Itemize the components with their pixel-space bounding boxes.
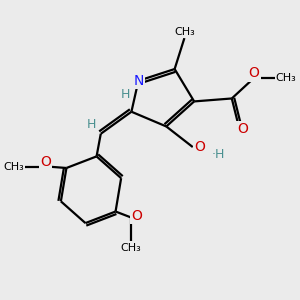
- Text: CH₃: CH₃: [276, 73, 296, 83]
- Text: O: O: [238, 122, 248, 136]
- Text: O: O: [194, 140, 205, 154]
- Text: O: O: [131, 209, 142, 223]
- Text: O: O: [249, 66, 260, 80]
- Text: H: H: [121, 88, 130, 100]
- Text: N: N: [133, 74, 144, 88]
- Text: CH₃: CH₃: [3, 161, 24, 172]
- Text: CH₃: CH₃: [121, 243, 141, 253]
- Text: ·H: ·H: [211, 148, 224, 161]
- Text: O: O: [40, 155, 51, 169]
- Text: CH₃: CH₃: [174, 27, 195, 37]
- Text: H: H: [86, 118, 96, 131]
